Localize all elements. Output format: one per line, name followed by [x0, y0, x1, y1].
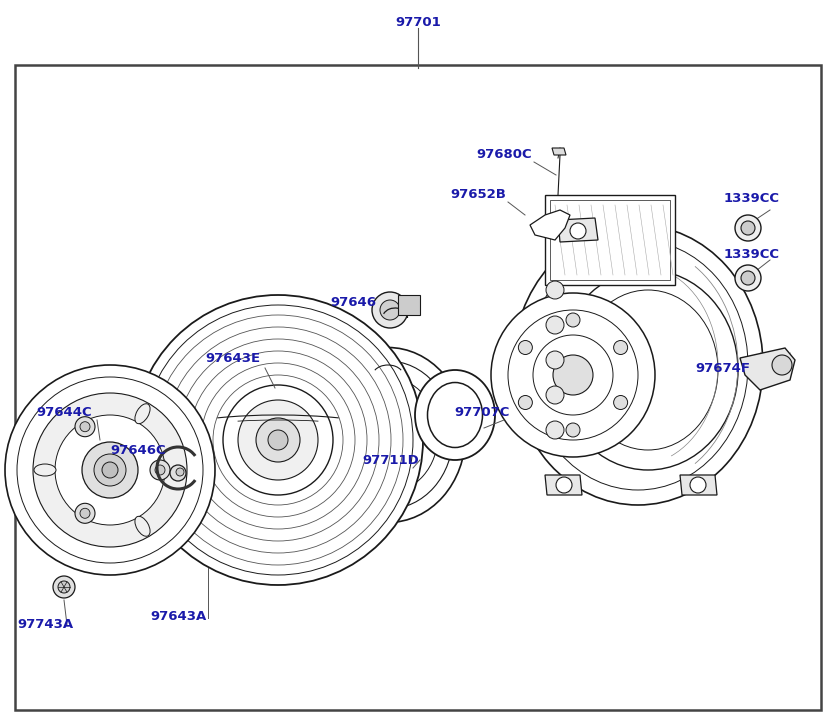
Circle shape	[556, 477, 572, 493]
Ellipse shape	[528, 240, 748, 490]
Circle shape	[735, 215, 761, 241]
Text: 1339CC: 1339CC	[724, 191, 780, 204]
Polygon shape	[545, 475, 582, 495]
Text: 97652B: 97652B	[450, 188, 506, 201]
Circle shape	[690, 477, 706, 493]
Circle shape	[546, 351, 564, 369]
Circle shape	[772, 355, 792, 375]
Circle shape	[372, 292, 408, 328]
Circle shape	[741, 271, 755, 285]
Circle shape	[238, 400, 318, 480]
Circle shape	[256, 418, 300, 462]
Circle shape	[533, 335, 613, 415]
Circle shape	[546, 386, 564, 404]
Text: 97644C: 97644C	[36, 406, 92, 419]
Ellipse shape	[513, 225, 763, 505]
Text: 97701: 97701	[395, 15, 441, 28]
Circle shape	[508, 310, 638, 440]
Circle shape	[58, 581, 70, 593]
Circle shape	[546, 281, 564, 299]
Bar	[15, 65, 821, 710]
Circle shape	[268, 430, 288, 450]
Circle shape	[546, 421, 564, 439]
Ellipse shape	[323, 361, 453, 509]
Ellipse shape	[310, 348, 466, 523]
Text: 1339CC: 1339CC	[724, 249, 780, 262]
Polygon shape	[398, 295, 420, 315]
Circle shape	[75, 417, 95, 437]
Circle shape	[223, 385, 333, 495]
Ellipse shape	[338, 377, 438, 492]
Polygon shape	[680, 475, 717, 495]
Text: 97643A: 97643A	[150, 611, 206, 624]
Circle shape	[33, 393, 187, 547]
Polygon shape	[740, 348, 795, 390]
Text: 97674F: 97674F	[695, 361, 750, 374]
Circle shape	[94, 454, 126, 486]
Circle shape	[741, 221, 755, 235]
Circle shape	[553, 355, 593, 395]
Text: 97711D: 97711D	[362, 454, 419, 467]
Circle shape	[102, 462, 118, 478]
Circle shape	[614, 340, 628, 355]
Ellipse shape	[34, 464, 56, 476]
Circle shape	[143, 305, 413, 575]
Circle shape	[570, 223, 586, 239]
Circle shape	[518, 340, 533, 355]
Circle shape	[518, 395, 533, 409]
Bar	[550, 200, 670, 280]
Ellipse shape	[427, 382, 482, 448]
Circle shape	[133, 295, 423, 585]
Circle shape	[176, 468, 184, 476]
Circle shape	[80, 508, 90, 518]
Text: 97646C: 97646C	[110, 443, 166, 457]
Circle shape	[5, 365, 215, 575]
Circle shape	[566, 313, 580, 327]
Ellipse shape	[558, 270, 738, 470]
Circle shape	[380, 300, 400, 320]
Ellipse shape	[135, 403, 150, 424]
Bar	[545, 195, 675, 285]
Circle shape	[53, 576, 75, 598]
Circle shape	[546, 316, 564, 334]
Polygon shape	[530, 210, 570, 240]
Ellipse shape	[578, 290, 718, 450]
Circle shape	[75, 503, 95, 523]
Ellipse shape	[415, 370, 495, 460]
Circle shape	[80, 422, 90, 432]
Ellipse shape	[135, 516, 150, 537]
Circle shape	[82, 442, 138, 498]
Circle shape	[55, 415, 165, 525]
Circle shape	[150, 460, 170, 480]
Text: 97643E: 97643E	[205, 351, 260, 364]
Circle shape	[735, 265, 761, 291]
Polygon shape	[552, 148, 566, 155]
Text: 97646: 97646	[330, 295, 376, 308]
Circle shape	[566, 423, 580, 437]
Circle shape	[170, 465, 186, 481]
Circle shape	[155, 465, 165, 475]
Ellipse shape	[368, 412, 408, 458]
Text: 97743A: 97743A	[17, 619, 73, 632]
Ellipse shape	[353, 395, 423, 475]
Circle shape	[17, 377, 203, 563]
Circle shape	[491, 293, 655, 457]
Polygon shape	[558, 218, 598, 242]
Text: 97707C: 97707C	[454, 406, 509, 419]
Text: 97680C: 97680C	[476, 148, 532, 161]
Circle shape	[614, 395, 628, 409]
